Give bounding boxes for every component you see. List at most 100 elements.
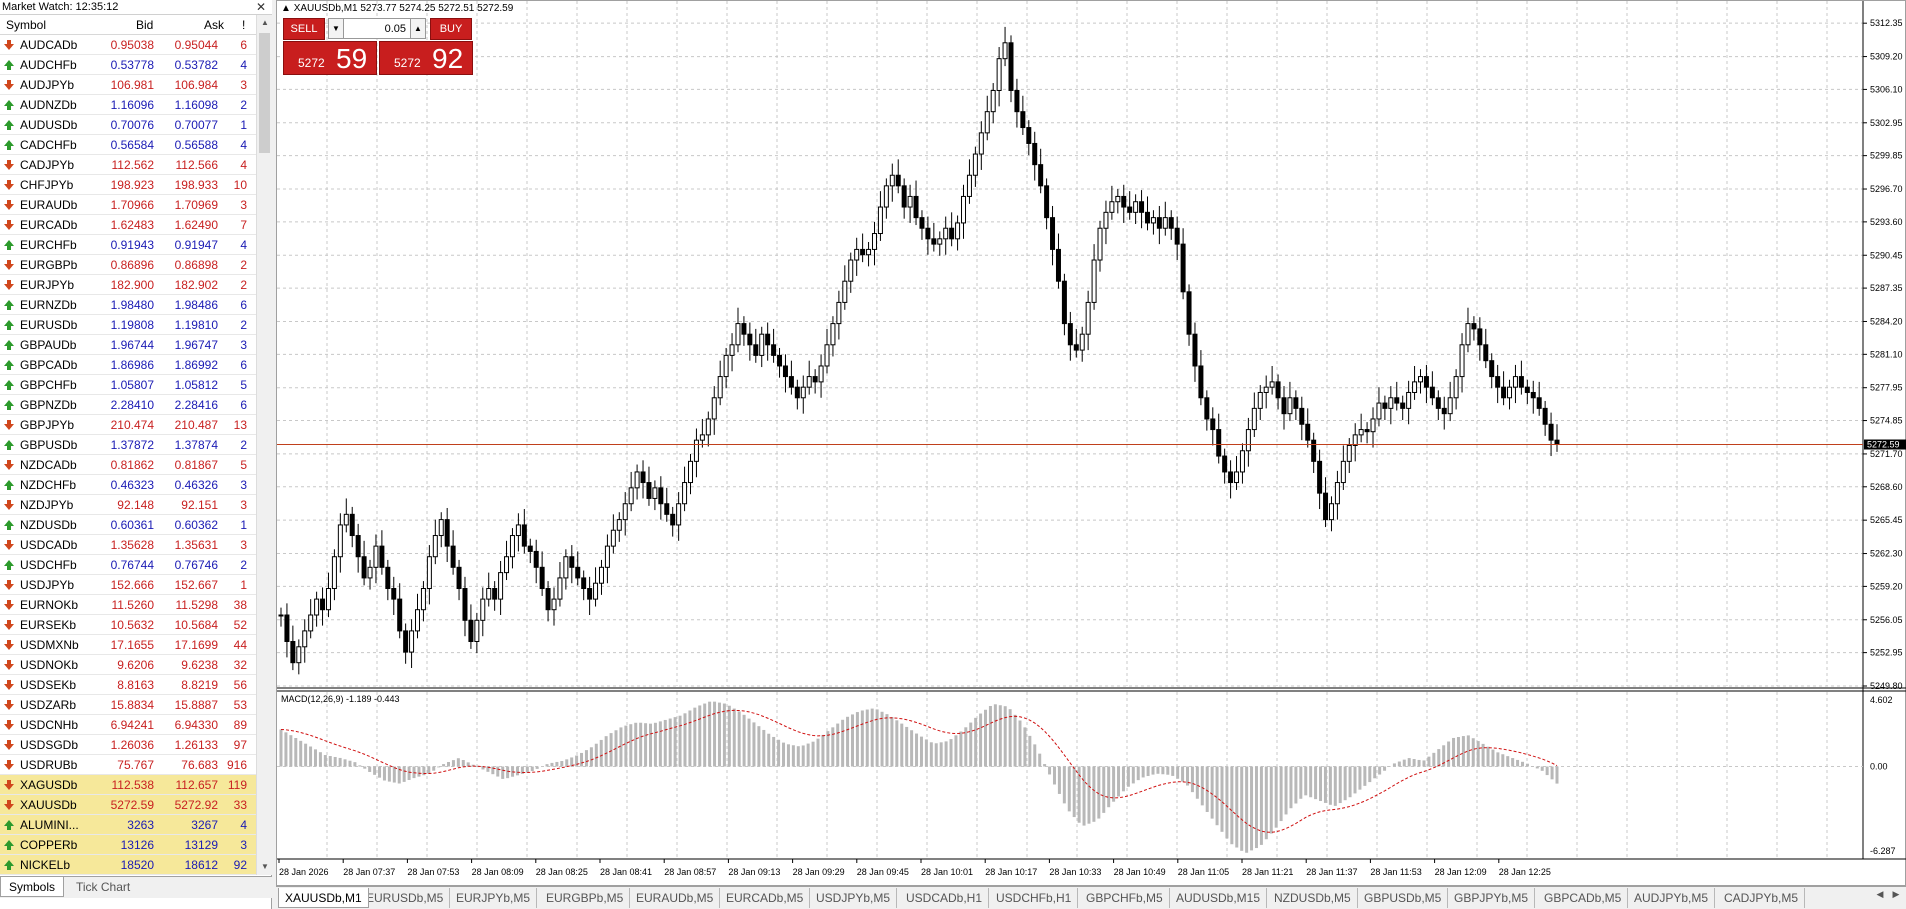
column-header-symbol[interactable]: Symbol: [6, 18, 47, 32]
list-item[interactable]: USDJPYb 152.666 152.667 1: [0, 575, 256, 595]
list-item[interactable]: AUDCHFb 0.53778 0.53782 4: [0, 55, 256, 75]
candle-body: [569, 556, 575, 568]
list-item[interactable]: GBPCHFb 1.05807 1.05812 5: [0, 375, 256, 395]
macd-histogram-bar: [658, 721, 662, 767]
scroll-up-icon[interactable]: ▲: [261, 18, 269, 27]
macd-histogram-bar: [663, 719, 667, 767]
list-item[interactable]: COPPERb 13126 13129 3: [0, 835, 256, 855]
macd-histogram-bar: [1279, 766, 1283, 822]
list-item[interactable]: EURCHFb 0.91943 0.91947 4: [0, 235, 256, 255]
list-item[interactable]: EURUSDb 1.19808 1.19810 2: [0, 315, 256, 335]
list-item[interactable]: CADJPYb 112.562 112.566 4: [0, 155, 256, 175]
chart-tab[interactable]: XAUUSDb,M1: [278, 888, 369, 908]
list-item[interactable]: NZDCADb 0.81862 0.81867 5: [0, 455, 256, 475]
list-item[interactable]: AUDNZDb 1.16096 1.16098 2: [0, 95, 256, 115]
list-item[interactable]: USDCADb 1.35628 1.35631 3: [0, 535, 256, 555]
list-item[interactable]: CADCHFb 0.56584 0.56588 4: [0, 135, 256, 155]
sell-price-button[interactable]: 5272 59: [283, 41, 377, 75]
lot-decrease-icon[interactable]: ▼: [328, 18, 344, 39]
chart-tab[interactable]: EURUSDb,M5: [360, 888, 451, 908]
chart-tab[interactable]: GBPUSDb,M5: [1358, 888, 1449, 908]
chart-tab[interactable]: NZDUSDb,M5: [1268, 888, 1358, 908]
list-item[interactable]: USDZARb 15.8834 15.8887 53: [0, 695, 256, 715]
chart-tab[interactable]: GBPCADb,M5: [1538, 888, 1629, 908]
list-item[interactable]: NICKELb 18520 18612 92: [0, 855, 256, 875]
list-item[interactable]: USDSEKb 8.8163 8.8219 56: [0, 675, 256, 695]
column-header-spread[interactable]: !: [242, 18, 246, 32]
chart-tab[interactable]: EURCADb,M5: [720, 888, 811, 908]
chart-tab[interactable]: EURJPYb,M5: [450, 888, 538, 908]
list-item[interactable]: AUDJPYb 106.981 106.984 3: [0, 75, 256, 95]
chart-tab[interactable]: AUDJPYb,M5: [1628, 888, 1716, 908]
list-item[interactable]: XAUUSDb 5272.59 5272.92 33: [0, 795, 256, 815]
list-item[interactable]: USDNOKb 9.6206 9.6238 32: [0, 655, 256, 675]
spread-value: 3: [240, 338, 247, 352]
chart-canvas[interactable]: 5312.35 5309.20 5306.10 5302.95 5299.85 5296.…: [277, 1, 1906, 887]
candle-body: [1174, 227, 1180, 245]
chart-tab[interactable]: CADJPYb,M5: [1718, 888, 1806, 908]
list-item[interactable]: EURNOKb 11.5260 11.5298 38: [0, 595, 256, 615]
tab-symbols[interactable]: Symbols: [0, 877, 65, 897]
tab-tick-chart[interactable]: Tick Chart: [76, 880, 131, 894]
list-item[interactable]: CHFJPYb 198.923 198.933 10: [0, 175, 256, 195]
chart-tab[interactable]: EURGBPb,M5: [540, 888, 631, 908]
candle-body: [1548, 423, 1554, 441]
macd-histogram-bar: [954, 735, 958, 767]
list-item[interactable]: ALUMINI... 3263 3267 4: [0, 815, 256, 835]
list-item[interactable]: NZDJPYb 92.148 92.151 3: [0, 495, 256, 515]
list-item[interactable]: NZDUSDb 0.60361 0.60362 1: [0, 515, 256, 535]
scroll-down-icon[interactable]: ▼: [261, 862, 269, 871]
macd-axis-label: -6.287: [1870, 846, 1896, 856]
lot-increase-icon[interactable]: ▲: [410, 18, 426, 39]
close-icon[interactable]: ✕: [255, 0, 266, 14]
chart-tab[interactable]: GBPCHFb,M5: [1080, 888, 1170, 908]
list-item[interactable]: GBPCADb 1.86986 1.86992 6: [0, 355, 256, 375]
list-item[interactable]: USDCNHb 6.94241 6.94330 89: [0, 715, 256, 735]
scrollbar-thumb[interactable]: [259, 33, 270, 153]
candle-body: [1198, 365, 1204, 399]
chart-tab[interactable]: AUDUSDb,M15: [1170, 888, 1268, 908]
tab-scroll-right-icon[interactable]: ▶: [1892, 889, 1900, 899]
list-item[interactable]: GBPUSDb 1.37872 1.37874 2: [0, 435, 256, 455]
column-header-ask[interactable]: Ask: [204, 18, 225, 32]
macd-histogram-bar: [1195, 766, 1199, 799]
buy-price-button[interactable]: 5272 92: [379, 41, 473, 75]
list-item[interactable]: USDSGDb 1.26036 1.26133 97: [0, 735, 256, 755]
bid-price: 0.53778: [110, 58, 154, 72]
list-item[interactable]: EURAUDb 1.70966 1.70969 3: [0, 195, 256, 215]
chart-tab[interactable]: USDJPYb,M5: [810, 888, 898, 908]
list-item[interactable]: EURCADb 1.62483 1.62490 7: [0, 215, 256, 235]
chart-menu-icon[interactable]: ▲: [281, 3, 291, 14]
list-item[interactable]: XAGUSDb 112.538 112.657 119: [0, 775, 256, 795]
chart-tab[interactable]: EURAUDb,M5: [630, 888, 721, 908]
list-item[interactable]: AUDCADb 0.95038 0.95044 6: [0, 35, 256, 55]
tab-scroll-left-icon[interactable]: ◀: [1876, 889, 1884, 899]
symbol-name: EURSEKb: [20, 618, 77, 632]
chart-tab[interactable]: USDCADb,H1: [900, 888, 990, 908]
list-item[interactable]: NZDCHFb 0.46323 0.46326 3: [0, 475, 256, 495]
list-item[interactable]: USDCHFb 0.76744 0.76746 2: [0, 555, 256, 575]
list-item[interactable]: USDMXNb 17.1655 17.1699 44: [0, 635, 256, 655]
lot-size-input[interactable]: [344, 18, 410, 39]
list-item[interactable]: GBPJPYb 210.474 210.487 13: [0, 415, 256, 435]
list-item[interactable]: EURJPYb 182.900 182.902 2: [0, 275, 256, 295]
sell-button[interactable]: SELL: [283, 18, 325, 40]
list-item[interactable]: USDRUBb 75.767 76.683 916: [0, 755, 256, 775]
list-item[interactable]: GBPAUDb 1.96744 1.96747 3: [0, 335, 256, 355]
buy-button[interactable]: BUY: [430, 18, 472, 40]
list-item[interactable]: AUDUSDb 0.70076 0.70077 1: [0, 115, 256, 135]
macd-histogram-bar: [846, 716, 850, 767]
list-item[interactable]: EURGBPb 0.86896 0.86898 2: [0, 255, 256, 275]
spread-value: 4: [240, 818, 247, 832]
market-watch-scrollbar[interactable]: ▲ ▼: [256, 15, 272, 875]
list-item[interactable]: EURSEKb 10.5632 10.5684 52: [0, 615, 256, 635]
chart-tab[interactable]: USDCHFb,H1: [990, 888, 1079, 908]
chart-tab[interactable]: GBPJPYb,M5: [1448, 888, 1536, 908]
list-item[interactable]: EURNZDb 1.98480 1.98486 6: [0, 295, 256, 315]
candle-body: [830, 323, 836, 346]
candle-body: [456, 566, 462, 590]
list-item[interactable]: GBPNZDb 2.28410 2.28416 6: [0, 395, 256, 415]
column-header-bid[interactable]: Bid: [136, 18, 154, 32]
chart-window[interactable]: 5312.35 5309.20 5306.10 5302.95 5299.85 5296.…: [276, 0, 1906, 886]
candle-body: [889, 174, 895, 187]
